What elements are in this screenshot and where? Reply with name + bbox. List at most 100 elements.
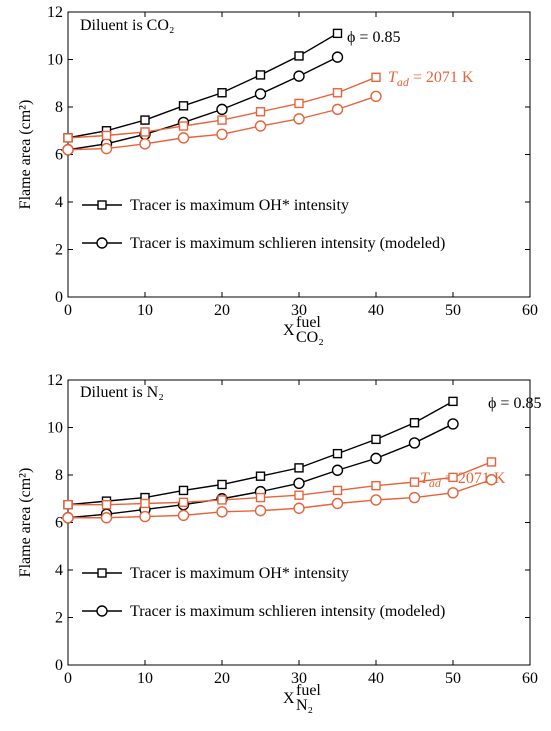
legend-marker <box>96 605 108 617</box>
square-marker <box>448 396 458 407</box>
x-tick-label: 10 <box>137 670 153 687</box>
square-marker <box>371 72 381 83</box>
legend-marker <box>96 237 108 249</box>
square-marker <box>255 107 266 117</box>
x-axis-label-sub: N₂ <box>296 697 313 714</box>
y-axis-label: Flame area (cm²) <box>17 100 34 210</box>
x-tick-label: 60 <box>522 302 538 319</box>
square-marker <box>178 497 189 508</box>
square-marker <box>140 127 150 137</box>
circle-marker <box>293 502 305 514</box>
x-tick-label: 20 <box>214 302 230 319</box>
square-marker <box>217 479 227 490</box>
tad-label: Tad = 2071 K <box>388 69 474 89</box>
circle-marker <box>62 512 74 524</box>
x-axis-label-sup: fuel <box>296 314 321 331</box>
x-tick-label: 30 <box>291 302 307 319</box>
circle-marker <box>62 144 74 156</box>
square-marker <box>332 448 343 459</box>
circle-marker <box>447 487 459 499</box>
y-tick-label: 10 <box>47 52 63 69</box>
square-marker <box>63 133 73 143</box>
series-line <box>67 56 338 151</box>
x-tick-label: 0 <box>64 670 72 687</box>
square-marker <box>217 115 227 125</box>
circle-marker <box>331 51 344 63</box>
circle-marker <box>139 138 151 150</box>
circle-marker <box>408 437 421 449</box>
square-marker <box>101 130 112 141</box>
tad-symbol: T <box>420 470 430 487</box>
legend-label: Tracer is maximum schlieren intensity (m… <box>130 603 445 620</box>
circle-marker <box>331 103 344 116</box>
circle-marker <box>100 142 113 155</box>
x-axis-label-sup: fuel <box>296 682 321 699</box>
circle-marker <box>254 88 267 100</box>
y-tick-label: 10 <box>47 420 63 437</box>
legend-label: Tracer is maximum schlieren intensity (m… <box>130 235 445 252</box>
y-axis-label: Flame area (cm²) <box>17 468 34 578</box>
x-axis-label: X <box>283 690 295 707</box>
square-marker <box>332 88 343 98</box>
x-tick-label: 0 <box>64 302 72 319</box>
square-marker <box>294 51 304 61</box>
legend-marker <box>97 200 107 210</box>
square-marker <box>448 472 458 483</box>
circle-marker <box>331 464 344 476</box>
x-tick-label: 40 <box>368 670 384 687</box>
y-tick-label: 8 <box>55 99 63 116</box>
phi-label: ϕ = 0.85 <box>488 395 541 412</box>
square-marker <box>255 492 266 503</box>
x-tick-label: 20 <box>214 670 230 687</box>
series-line <box>68 479 492 519</box>
square-marker <box>409 418 420 428</box>
x-tick-label: 10 <box>137 302 153 319</box>
x-tick-label: 50 <box>445 670 461 687</box>
y-tick-label: 2 <box>55 242 63 259</box>
square-marker <box>294 463 304 473</box>
circle-marker <box>447 418 459 430</box>
circle-marker <box>254 120 267 132</box>
x-tick-label: 60 <box>522 670 538 687</box>
series-line <box>67 32 338 139</box>
circle-marker <box>100 512 113 524</box>
square-marker <box>486 457 497 467</box>
x-axis-label-sub: CO₂ <box>296 329 324 346</box>
x-tick-label: 30 <box>291 670 307 687</box>
square-marker <box>409 477 420 487</box>
square-marker <box>332 485 343 496</box>
legend-marker <box>97 568 107 578</box>
y-tick-label: 6 <box>55 147 63 164</box>
y-tick-label: 2 <box>55 610 63 627</box>
x-tick-label: 40 <box>368 302 384 319</box>
square-marker <box>140 498 150 509</box>
square-marker <box>371 480 381 491</box>
square-marker <box>294 98 304 109</box>
legend-label: Tracer is maximum OH* intensity <box>130 565 349 582</box>
square-marker <box>255 471 266 481</box>
circle-marker <box>139 510 151 523</box>
circle-marker <box>254 504 267 517</box>
x-tick-label: 50 <box>445 302 461 319</box>
x-axis-label: X <box>283 322 295 339</box>
y-tick-label: 0 <box>55 657 63 674</box>
annotation: Diluent is N₂ <box>80 384 164 401</box>
square-marker <box>217 495 227 505</box>
phi-label: ϕ = 0.85 <box>347 29 400 46</box>
square-marker <box>178 121 189 131</box>
square-marker <box>294 490 304 500</box>
tad-sub: ad <box>397 75 410 89</box>
circle-marker <box>331 497 344 510</box>
square-marker <box>332 28 343 39</box>
plot-frame <box>67 379 531 666</box>
square-marker <box>371 434 381 445</box>
square-marker <box>101 499 112 510</box>
circle-marker <box>370 452 382 465</box>
circle-marker <box>293 70 305 82</box>
square-marker <box>178 485 189 496</box>
circle-marker <box>293 113 305 125</box>
square-marker <box>63 499 73 510</box>
circle-marker <box>370 494 382 506</box>
circle-marker <box>293 477 305 490</box>
